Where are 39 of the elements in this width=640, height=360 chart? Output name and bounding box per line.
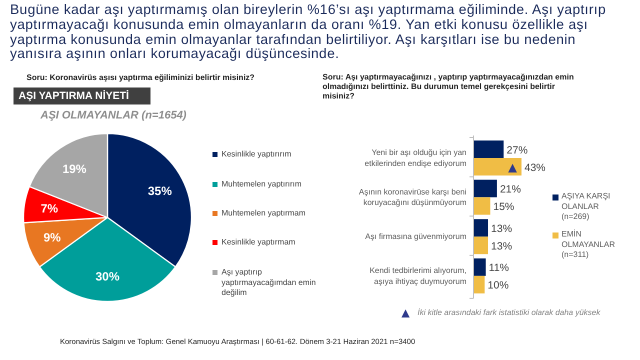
- text: Soru: Koronavirüs aşısı yaptırma eğiliminizi belirtir misiniz?: [26, 73, 255, 82]
- annotation: ▲: [505, 159, 520, 176]
- data-label: 15%: [493, 201, 514, 214]
- chart-subtitle: AŞI OLMAYANLAR (n=1654): [40, 110, 187, 122]
- bar: [474, 236, 488, 254]
- text: ▲ İki kitle arasındaki fark istatistiki olarak daha yüksek: [398, 304, 602, 320]
- y-tick-label: Yeni bir aşı olduğu için yan etkilerinden endişe ediyorum: [364, 148, 467, 168]
- data-label: 30%: [95, 269, 120, 284]
- data-label: 9%: [44, 230, 62, 244]
- chart-title: AŞI YAPTIRMA NİYETİ: [18, 90, 130, 102]
- data-label: 10%: [488, 280, 509, 292]
- legend-label: AŞIYA KARŞI OLANLAR (n=269): [562, 192, 610, 222]
- legend-label: Kesinlikle yaptırmam: [222, 238, 296, 246]
- data-label: 13%: [491, 240, 512, 252]
- data-label: 7%: [40, 201, 58, 216]
- data-label: 35%: [148, 184, 172, 198]
- data-label: 13%: [491, 222, 512, 235]
- bar: [474, 258, 486, 276]
- bar: [474, 158, 522, 176]
- bar: [474, 180, 497, 198]
- bar: [474, 197, 490, 215]
- bar: [474, 219, 488, 237]
- data-label: 21%: [500, 184, 521, 196]
- bar: [474, 276, 485, 294]
- legend-label: Aşı yaptırıp yaptırmayacağımdan emin değilim: [222, 268, 316, 298]
- data-label: 43%: [524, 162, 546, 174]
- legend-label: Kesinlikle yaptırırım: [222, 150, 292, 158]
- legend-label: Muhtemelen yaptırmam: [222, 208, 306, 218]
- data-label: 11%: [488, 262, 510, 274]
- data-label: 27%: [506, 144, 528, 156]
- legend-label: EMİN OLMAYANLAR (n=311): [562, 230, 616, 260]
- bar: [474, 140, 504, 158]
- y-tick-label: Aşı firmasına güvenmiyorum: [365, 232, 467, 242]
- y-tick-label: Kendi tedbirlerimi alıyorum, aşıya ihtiyaç duymuyorum: [370, 266, 467, 286]
- data-label: 19%: [62, 162, 87, 176]
- text: Bugüne kadar aşı yaptırmamış olan bireylerin %16’sı aşı yaptırmama eğiliminde. Aşı yaptırıp yaptırmayacağı konusunda emin olmayanların da oranı %19. Yan etki konusu özellikle aşı yaptırma konusunda emin olmayanlar tarafından belirtiliyor. Aşı karşıtları ise bu nedenin yanısıra aşının onları korumayacağı düşüncesinde.: [10, 2, 607, 62]
- y-tick-label: Aşının koronavirüse karşı beni koruyacağını düşünmüyorum: [358, 187, 467, 208]
- text: Soru: Aşı yaptırmayacağınızı , yaptırıp yaptırmayacağınızdan emin olmadığınızı belirttiniz. Bu durumun temel gerekçesini belirtir misiniz?: [322, 72, 574, 100]
- legend-label: Muhtemelen yaptırırım: [222, 180, 302, 188]
